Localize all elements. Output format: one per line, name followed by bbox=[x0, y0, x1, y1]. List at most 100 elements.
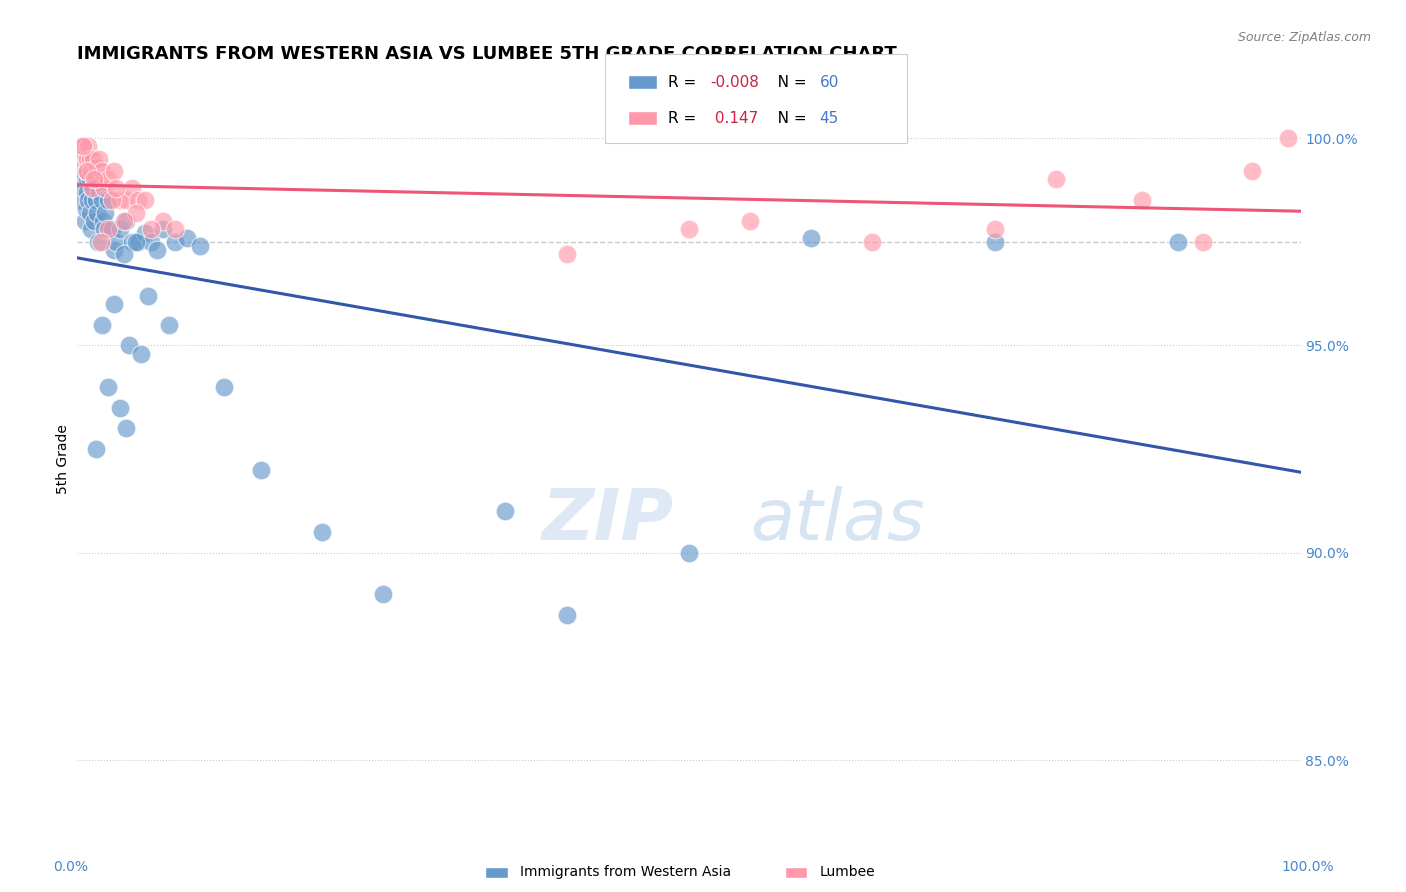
Point bbox=[212, 380, 235, 394]
Point bbox=[311, 524, 333, 539]
Point bbox=[127, 235, 149, 249]
Point bbox=[103, 243, 125, 257]
Point bbox=[79, 152, 101, 166]
Point bbox=[90, 193, 112, 207]
Point bbox=[105, 235, 128, 249]
Point bbox=[862, 235, 884, 249]
Point bbox=[91, 214, 114, 228]
Point bbox=[121, 235, 143, 249]
Point bbox=[103, 297, 125, 311]
Text: 60: 60 bbox=[820, 75, 839, 89]
Point bbox=[103, 164, 125, 178]
Point bbox=[86, 160, 108, 174]
Point bbox=[115, 193, 138, 207]
Text: 0.0%: 0.0% bbox=[53, 860, 87, 874]
Point bbox=[100, 222, 122, 236]
Point bbox=[112, 214, 135, 228]
Point bbox=[152, 214, 174, 228]
Point bbox=[115, 421, 138, 435]
Text: Lumbee: Lumbee bbox=[820, 865, 876, 880]
Text: -0.008: -0.008 bbox=[710, 75, 759, 89]
Point bbox=[84, 172, 107, 186]
Point bbox=[89, 185, 111, 199]
Point bbox=[76, 164, 98, 178]
Point bbox=[984, 222, 1007, 236]
Point bbox=[121, 181, 143, 195]
Point bbox=[134, 227, 156, 241]
Point bbox=[86, 205, 108, 219]
Point bbox=[79, 172, 101, 186]
Point bbox=[75, 202, 97, 216]
Y-axis label: 5th Grade: 5th Grade bbox=[56, 425, 70, 494]
Point bbox=[83, 172, 105, 186]
Point bbox=[70, 172, 93, 186]
Point bbox=[97, 380, 120, 394]
Point bbox=[72, 164, 94, 178]
Point bbox=[77, 193, 100, 207]
Point bbox=[125, 205, 148, 219]
Point bbox=[108, 222, 131, 236]
Point bbox=[165, 222, 187, 236]
Point bbox=[75, 164, 97, 178]
Text: 45: 45 bbox=[820, 111, 839, 126]
Point bbox=[80, 181, 103, 195]
Point bbox=[152, 222, 174, 236]
Point bbox=[72, 139, 94, 153]
Point bbox=[495, 504, 517, 518]
Point bbox=[105, 181, 128, 195]
Point bbox=[136, 288, 159, 302]
Point bbox=[84, 193, 107, 207]
Point bbox=[157, 318, 180, 332]
Point bbox=[76, 152, 98, 166]
Point bbox=[125, 235, 148, 249]
Point bbox=[984, 235, 1007, 249]
Text: IMMIGRANTS FROM WESTERN ASIA VS LUMBEE 5TH GRADE CORRELATION CHART: IMMIGRANTS FROM WESTERN ASIA VS LUMBEE 5… bbox=[77, 45, 897, 63]
Point bbox=[100, 193, 122, 207]
Point bbox=[72, 139, 94, 153]
Point bbox=[678, 546, 700, 560]
Text: atlas: atlas bbox=[751, 486, 925, 555]
Text: 100.0%: 100.0% bbox=[1281, 860, 1334, 874]
Point bbox=[82, 152, 104, 166]
Point bbox=[108, 193, 131, 207]
Point bbox=[555, 607, 578, 622]
Point bbox=[1045, 172, 1067, 186]
Point bbox=[93, 222, 115, 236]
Text: Immigrants from Western Asia: Immigrants from Western Asia bbox=[520, 865, 731, 880]
Point bbox=[371, 587, 394, 601]
Point bbox=[188, 239, 211, 253]
Point bbox=[1130, 193, 1153, 207]
Point bbox=[93, 181, 115, 195]
Point bbox=[800, 230, 823, 244]
Point bbox=[73, 147, 96, 161]
Point bbox=[176, 230, 198, 244]
Point bbox=[77, 139, 100, 153]
Point bbox=[89, 152, 111, 166]
Point bbox=[118, 338, 141, 352]
Text: ZIP: ZIP bbox=[543, 486, 675, 555]
Point bbox=[555, 247, 578, 261]
Point bbox=[70, 152, 93, 166]
Point bbox=[84, 442, 107, 456]
Text: R =: R = bbox=[668, 75, 702, 89]
Point bbox=[90, 235, 112, 249]
Point bbox=[72, 181, 94, 195]
Point bbox=[139, 222, 162, 236]
Point bbox=[90, 164, 112, 178]
Point bbox=[146, 243, 169, 257]
Point bbox=[115, 214, 138, 228]
Point bbox=[87, 235, 110, 249]
Point bbox=[76, 172, 98, 186]
Point bbox=[97, 222, 120, 236]
Point bbox=[80, 193, 103, 207]
Point bbox=[79, 205, 101, 219]
Point bbox=[1240, 164, 1263, 178]
Point bbox=[134, 193, 156, 207]
Text: N =: N = bbox=[763, 111, 811, 126]
Point bbox=[108, 401, 131, 415]
Text: R =: R = bbox=[668, 111, 706, 126]
Point bbox=[1191, 235, 1213, 249]
Point bbox=[94, 205, 117, 219]
Point bbox=[740, 214, 762, 228]
Point bbox=[127, 193, 149, 207]
